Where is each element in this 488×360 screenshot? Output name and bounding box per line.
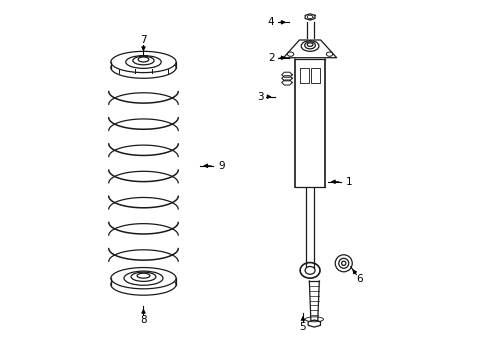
Text: 8: 8 — [140, 315, 146, 325]
Polygon shape — [281, 76, 292, 81]
Ellipse shape — [306, 15, 312, 19]
Ellipse shape — [341, 261, 345, 265]
Polygon shape — [283, 40, 336, 58]
Polygon shape — [305, 263, 314, 268]
Ellipse shape — [335, 255, 351, 272]
Polygon shape — [307, 320, 320, 327]
Polygon shape — [305, 187, 314, 263]
Text: 5: 5 — [299, 322, 305, 332]
Ellipse shape — [111, 267, 176, 289]
Ellipse shape — [305, 317, 323, 322]
Ellipse shape — [287, 52, 293, 56]
Ellipse shape — [111, 51, 176, 73]
Ellipse shape — [301, 41, 318, 51]
Text: 7: 7 — [140, 35, 146, 45]
Ellipse shape — [300, 262, 319, 278]
Text: 6: 6 — [356, 274, 362, 284]
Bar — [300, 68, 308, 82]
Ellipse shape — [111, 274, 176, 295]
Ellipse shape — [338, 258, 348, 268]
Polygon shape — [306, 22, 313, 38]
Text: 9: 9 — [218, 161, 224, 171]
Ellipse shape — [131, 272, 156, 282]
Polygon shape — [295, 59, 325, 187]
Bar — [311, 68, 319, 82]
Ellipse shape — [124, 271, 163, 285]
Ellipse shape — [306, 43, 312, 46]
Ellipse shape — [137, 273, 149, 278]
Ellipse shape — [305, 266, 314, 274]
Text: 4: 4 — [267, 17, 274, 27]
Ellipse shape — [138, 57, 148, 62]
Ellipse shape — [125, 55, 161, 68]
Text: 2: 2 — [267, 53, 274, 63]
Ellipse shape — [111, 57, 176, 78]
Polygon shape — [281, 72, 292, 77]
Polygon shape — [309, 281, 319, 320]
Text: 3: 3 — [257, 92, 263, 102]
Ellipse shape — [133, 56, 154, 65]
Polygon shape — [281, 80, 292, 85]
Ellipse shape — [304, 42, 315, 49]
Text: 1: 1 — [345, 177, 352, 187]
Ellipse shape — [325, 52, 332, 56]
Polygon shape — [305, 14, 314, 20]
